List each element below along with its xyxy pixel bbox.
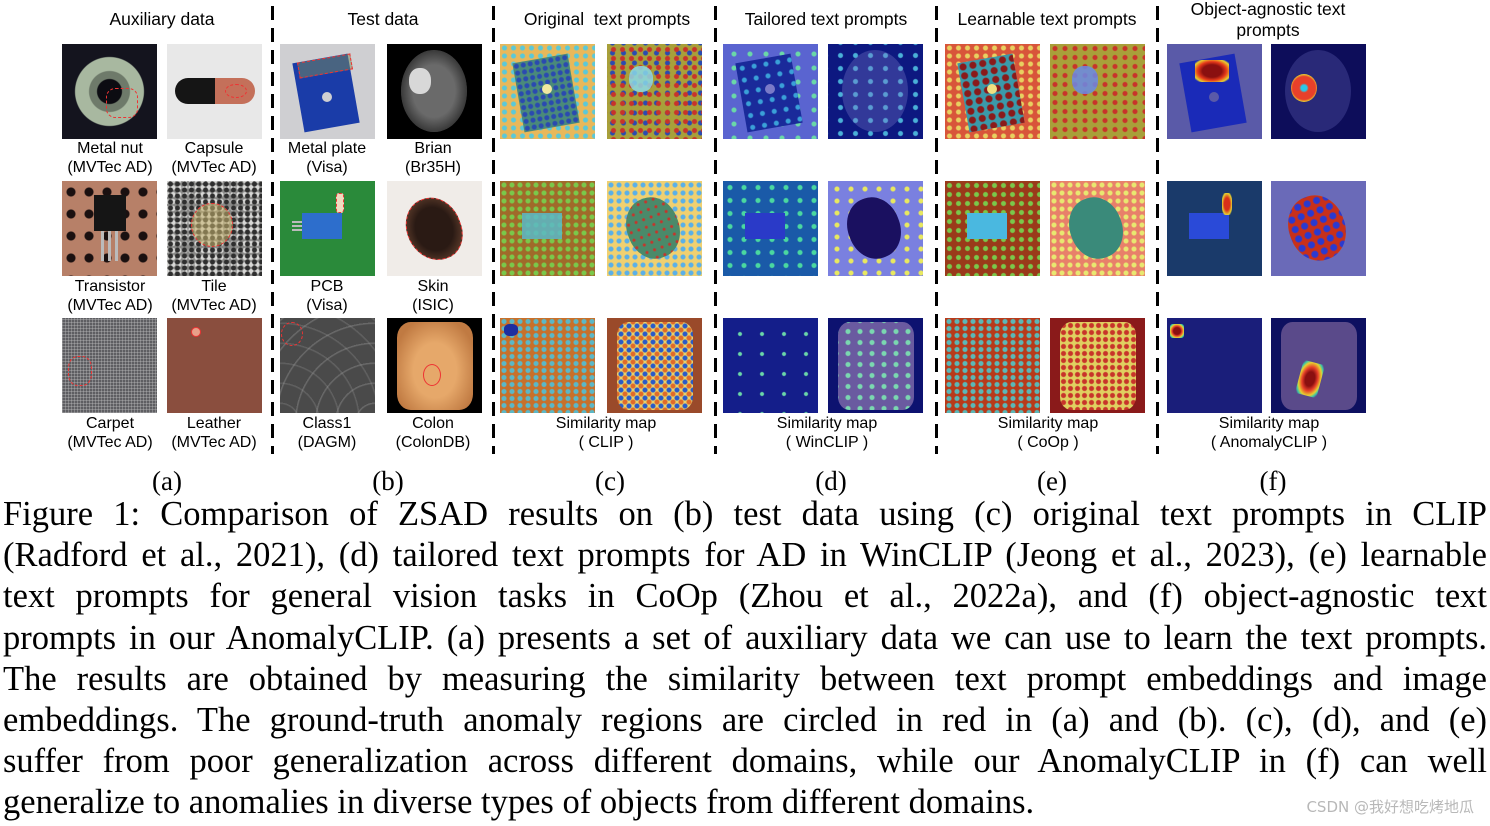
divider-d-e [935,6,938,454]
heatmap-winclip-class1 [723,318,818,413]
image-class1 [280,318,375,413]
aux-name-tile: Tile [201,278,227,295]
image-metal-nut [62,44,157,139]
test-dataset-class1: (DAGM) [297,434,357,451]
simmap-label-clip: Similarity map [555,415,657,432]
heatmap-clip-class1 [500,318,595,413]
caption-line: generalize to anomalies in diverse types… [3,783,1035,822]
subfig-label-d: (d) [815,466,847,496]
heatmap-coop-metal-plate [945,44,1040,139]
aux-dataset-transistor: (MVTec AD) [67,297,153,314]
simmap-method-anomalyclip: ( AnomalyCLIP ) [1210,434,1328,451]
image-brain [387,44,482,139]
simmap-label-coop: Similarity map [997,415,1099,432]
divider-test-c [492,6,495,454]
test-name-brain: Brian [414,140,452,157]
heatmap-coop-class1 [945,318,1040,413]
image-colon [387,318,482,413]
test-dataset-colon: (ColonDB) [395,434,471,451]
divider-c-d [714,6,717,454]
test-name-class1: Class1 [302,415,352,432]
heatmap-winclip-metal-plate [723,44,818,139]
simmap-method-coop: ( CoOp ) [1017,434,1079,451]
aux-name-carpet: Carpet [85,415,135,432]
image-skin [387,181,482,276]
heatmap-clip-skin [607,181,702,276]
heatmap-clip-brain [607,44,702,139]
caption-line: suffer from poor generalization across d… [3,742,1487,781]
caption-line: prompts in our AnomalyCLIP. (a) presents… [3,618,1487,657]
caption-line: The results are obtained by measuring th… [3,659,1487,698]
heatmap-winclip-colon [828,318,923,413]
divider-e-f [1156,6,1159,454]
image-capsule [167,44,262,139]
heatmap-anomalyclip-pcb [1167,181,1262,276]
subfig-label-c: (c) [595,466,625,496]
image-leather [167,318,262,413]
heatmap-coop-pcb [945,181,1040,276]
figure-1: Auxiliary data Test data Original text p… [62,0,1366,496]
caption-line: text prompts for general vision tasks in… [3,577,1487,616]
title-test-data: Test data [347,9,419,29]
caption-line: (Radford et al., 2021), (d) tailored tex… [3,536,1487,575]
simmap-method-winclip: ( WinCLIP ) [785,434,869,451]
test-name-metal-plate: Metal plate [287,140,367,157]
caption-line: Figure 1: Comparison of ZSAD results on … [3,495,1487,533]
aux-name-capsule: Capsule [184,140,244,157]
simmap-label-anomalyclip: Similarity map [1218,415,1320,432]
aux-dataset-leather: (MVTec AD) [171,434,257,451]
heatmap-anomalyclip-metal-plate [1167,44,1262,139]
aux-name-leather: Leather [186,415,242,432]
image-tile [167,181,262,276]
heatmap-winclip-brain [828,44,923,139]
image-transistor [62,181,157,276]
heatmap-anomalyclip-colon [1271,318,1366,413]
heatmap-anomalyclip-class1 [1167,318,1262,413]
subfig-label-b: (b) [372,466,404,496]
aux-dataset-carpet: (MVTec AD) [67,434,153,451]
test-name-pcb: PCB [310,278,344,295]
heatmap-coop-colon [1050,318,1145,413]
test-dataset-pcb: (Visa) [306,297,348,314]
test-name-skin: Skin [417,278,449,295]
title-learnable-text-prompts: Learnable text prompts [957,9,1137,29]
heatmap-coop-brain [1050,44,1145,139]
image-metal-plate [280,44,375,139]
simmap-method-clip: ( CLIP ) [578,434,634,451]
heatmap-winclip-skin [828,181,923,276]
heatmap-anomalyclip-brain [1271,44,1366,139]
caption-line: embeddings. The ground-truth anomaly reg… [3,700,1487,739]
subfig-label-e: (e) [1037,466,1067,496]
watermark: CSDN @我好想吃烤地瓜 [1306,798,1474,816]
title-tailored-text-prompts: Tailored text prompts [744,9,908,29]
aux-name-transistor: Transistor [74,278,146,295]
heatmap-clip-colon [607,318,702,413]
title-object-agnostic-line1: Object-agnostic text [1190,0,1346,19]
title-object-agnostic-line2: prompts [1236,20,1300,40]
aux-dataset-capsule: (MVTec AD) [171,159,257,176]
heatmap-winclip-pcb [723,181,818,276]
aux-name-metal-nut: Metal nut [77,140,143,157]
test-name-colon: Colon [412,415,454,432]
heatmap-clip-metal-plate [500,44,595,139]
test-dataset-skin: (ISIC) [412,297,454,314]
test-dataset-metal-plate: (Visa) [306,159,348,176]
heatmap-coop-skin [1050,181,1145,276]
subfig-label-f: (f) [1259,466,1287,496]
image-carpet [62,318,157,413]
aux-dataset-tile: (MVTec AD) [171,297,257,314]
divider-aux-test [271,6,274,454]
test-dataset-brain: (Br35H) [404,159,461,176]
aux-dataset-metal-nut: (MVTec AD) [67,159,153,176]
image-pcb [280,181,375,276]
simmap-label-winclip: Similarity map [776,415,878,432]
heatmap-anomalyclip-skin [1271,181,1366,276]
title-original-text-prompts: Original text prompts [523,9,691,29]
heatmap-clip-pcb [500,181,595,276]
figure-caption: Figure 1: Comparison of ZSAD results on … [3,494,1487,824]
subfig-label-a: (a) [152,466,182,496]
title-auxiliary-data: Auxiliary data [109,9,215,29]
